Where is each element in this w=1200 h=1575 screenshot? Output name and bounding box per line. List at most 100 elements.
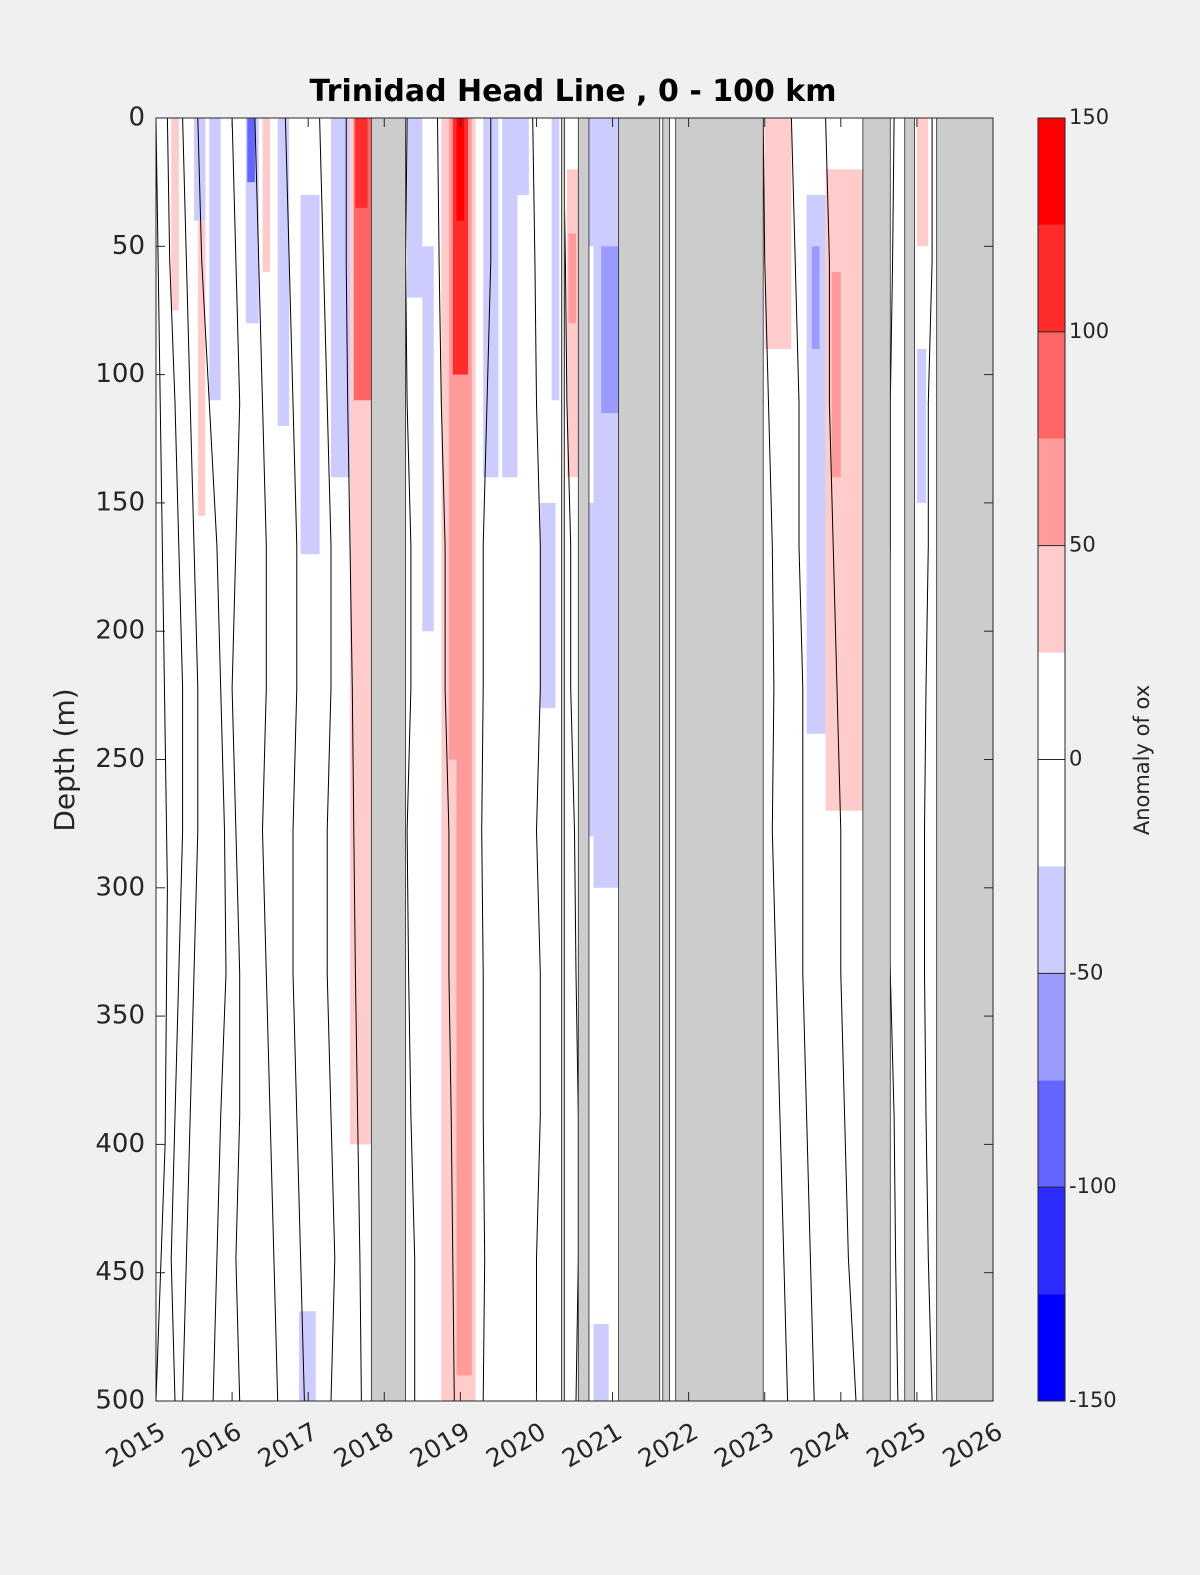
zero-contour-11	[481, 118, 492, 1402]
zero-contour-16	[825, 117, 857, 1402]
anomaly-patch-25	[551, 118, 560, 401]
x-tick-label-2022: 2022	[633, 1417, 703, 1474]
anomaly-patch-5	[247, 118, 255, 183]
x-tick-label-2026: 2026	[938, 1417, 1008, 1474]
y-tick-label-0: 0	[128, 103, 145, 133]
anomaly-patch-22	[502, 118, 518, 478]
colorbar-tick-label-2: 50	[1069, 533, 1096, 557]
x-tick-label-2023: 2023	[709, 1417, 779, 1474]
anomaly-patch-10	[299, 1311, 316, 1401]
zero-contour-12	[532, 117, 541, 1401]
no-data-interval-5	[675, 117, 764, 1402]
colorbar-band-2	[1038, 1080, 1065, 1188]
plot-area	[155, 117, 994, 1402]
anomaly-patch-14	[407, 118, 423, 298]
chart-title: Trinidad Head Line , 0 - 100 km	[309, 74, 836, 109]
zero-contour-9	[405, 117, 416, 1401]
zero-contour-layer	[155, 117, 933, 1402]
x-tick-label-2021: 2021	[557, 1417, 627, 1474]
no-data-interval-7	[904, 117, 916, 1402]
y-axis: 0 50 100 150 200 250 300 350 400 450 500	[95, 103, 993, 1416]
anomaly-patch-40	[916, 348, 927, 503]
colorbar-label: Anomaly of ox	[1130, 685, 1154, 835]
zero-contour-18	[924, 118, 933, 1402]
anomaly-patch-23	[517, 118, 529, 195]
colorbar-band-6	[1038, 545, 1065, 653]
y-tick-label-150: 150	[95, 487, 145, 517]
anomaly-patch-7	[277, 118, 290, 426]
anomaly-patch-19	[456, 118, 465, 221]
zero-contour-0	[155, 117, 168, 1402]
colorbar-band-9	[1038, 224, 1065, 332]
y-tick-label-250: 250	[95, 744, 145, 774]
anomaly-patch-37	[825, 169, 863, 811]
no-data-interval-6	[862, 117, 891, 1402]
y-axis-label: Depth (m)	[48, 688, 81, 831]
no-data-interval-8	[936, 117, 994, 1402]
colorbar-band-7	[1038, 438, 1065, 546]
zero-contour-14	[762, 117, 789, 1402]
colorbar-band-3	[1038, 973, 1065, 1081]
anomaly-layer	[171, 118, 929, 1401]
anomaly-patch-3	[209, 118, 221, 401]
anomaly-patch-2	[197, 220, 206, 516]
colorbar-band-8	[1038, 331, 1065, 439]
x-tick-label-2024: 2024	[785, 1417, 855, 1474]
anomaly-patch-31	[593, 118, 619, 888]
anomaly-patch-26	[566, 169, 579, 478]
anomaly-patch-1	[194, 118, 206, 221]
colorbar-tick-label-6: -150	[1069, 1388, 1117, 1412]
x-tick-label-2016: 2016	[177, 1417, 247, 1474]
zero-contour-8	[345, 118, 362, 1402]
colorbar-tick-label-5: -100	[1069, 1174, 1117, 1198]
y-tick-label-450: 450	[95, 1257, 145, 1287]
colorbar-band-4	[1038, 866, 1065, 974]
anomaly-patch-0	[171, 118, 179, 311]
zero-contour-5	[254, 117, 279, 1402]
colorbar-band-1	[1038, 1187, 1065, 1295]
zero-contour-1	[166, 117, 184, 1402]
colorbar-band-0	[1038, 1294, 1065, 1401]
x-tick-label-2017: 2017	[253, 1417, 323, 1474]
anomaly-patch-24	[540, 502, 556, 709]
anomaly-patch-36	[811, 246, 820, 349]
anomaly-patch-34	[764, 118, 792, 349]
anomaly-patch-35	[806, 194, 826, 734]
y-tick-label-350: 350	[95, 1001, 145, 1031]
y-tick-label-400: 400	[95, 1129, 145, 1159]
anomaly-patch-20	[456, 759, 472, 1376]
no-data-interval-0	[370, 117, 406, 1402]
zero-contour-15	[790, 117, 815, 1402]
colorbar-band-10	[1038, 118, 1065, 225]
no-data-interval-3	[618, 117, 661, 1402]
colorbar-tick-label-3: 0	[1069, 747, 1082, 771]
anomaly-patch-27	[568, 233, 577, 324]
anomaly-patch-33	[593, 1324, 609, 1401]
x-tick-label-2015: 2015	[101, 1417, 171, 1474]
y-tick-label-300: 300	[95, 872, 145, 902]
colorbar-tick-label-0: 150	[1069, 105, 1109, 129]
x-tick-label-2019: 2019	[405, 1417, 475, 1474]
y-tick-label-50: 50	[112, 231, 145, 261]
colorbar-tick-label-4: -50	[1069, 960, 1103, 984]
anomaly-patch-6	[262, 118, 271, 272]
no-data-interval-1	[561, 117, 566, 1402]
no-data-interval-4	[662, 117, 671, 1402]
zero-contour-6	[284, 117, 305, 1402]
x-tick-label-2025: 2025	[862, 1417, 932, 1474]
colorbar-tick-label-1: 100	[1069, 319, 1109, 343]
colorbar: 150 100 50 0 -50 -100 -150	[1037, 105, 1117, 1412]
x-tick-label-2018: 2018	[329, 1417, 399, 1474]
zero-contour-2	[182, 117, 199, 1402]
anomaly-patch-39	[916, 118, 929, 247]
anomaly-patch-13	[355, 118, 368, 208]
anomaly-patch-8	[300, 194, 320, 555]
no-data-interval-2	[577, 117, 590, 1402]
anomaly-patch-32	[601, 246, 619, 414]
y-tick-label-200: 200	[95, 616, 145, 646]
zero-contour-3	[197, 117, 227, 1402]
anomaly-patch-15	[422, 246, 434, 632]
zero-contour-4	[231, 117, 241, 1402]
anomaly-patch-38	[831, 271, 841, 478]
